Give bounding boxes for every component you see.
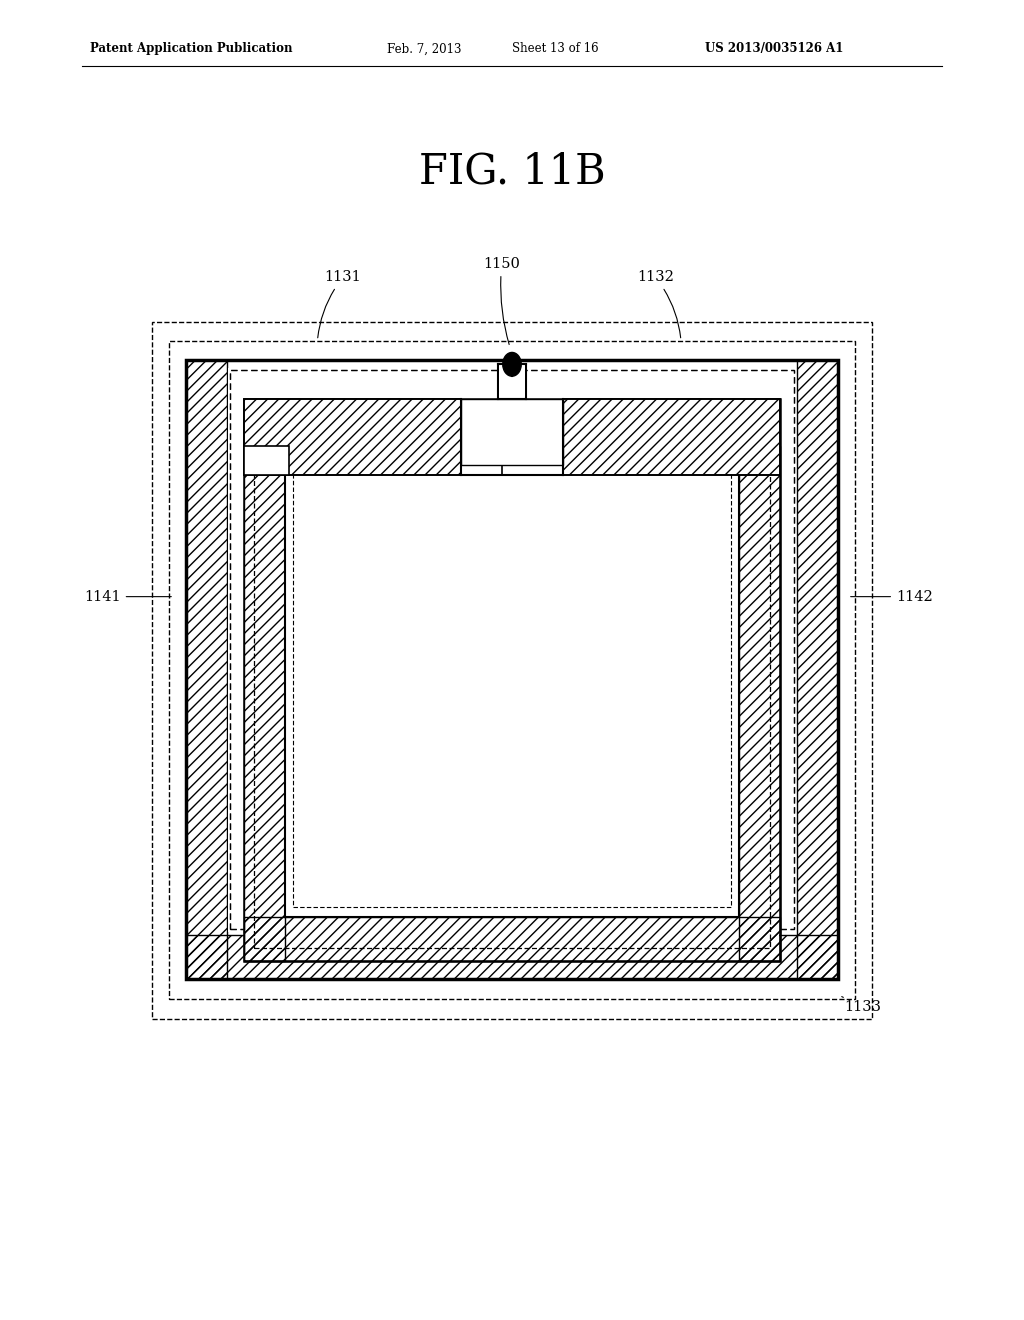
Text: 1162: 1162 — [538, 484, 580, 535]
Text: Feb. 7, 2013: Feb. 7, 2013 — [387, 42, 462, 55]
Text: 1171: 1171 — [326, 566, 372, 601]
Bar — [563, 399, 780, 475]
Text: 1181: 1181 — [399, 484, 440, 535]
Bar — [461, 399, 563, 465]
Text: 1141: 1141 — [84, 590, 171, 603]
Bar — [739, 446, 780, 961]
Bar — [461, 446, 502, 475]
Text: 1133: 1133 — [842, 997, 882, 1014]
Bar — [169, 341, 855, 999]
Text: US 2013/0035126 A1: US 2013/0035126 A1 — [705, 42, 843, 55]
Bar — [244, 399, 461, 475]
Bar — [285, 446, 739, 917]
Bar — [499, 366, 525, 397]
Text: FIG. 11B: FIG. 11B — [419, 150, 605, 193]
Bar — [244, 446, 285, 961]
Bar — [254, 409, 770, 948]
Text: 1142: 1142 — [851, 590, 933, 603]
Text: 1150: 1150 — [483, 257, 520, 345]
Bar — [186, 935, 838, 979]
Bar — [293, 455, 731, 907]
Bar — [228, 368, 796, 932]
Text: 1163: 1163 — [440, 649, 477, 680]
Bar — [245, 400, 779, 960]
Bar — [244, 446, 289, 475]
Bar — [230, 370, 794, 929]
Bar — [186, 360, 838, 979]
Bar — [244, 399, 461, 475]
Bar — [797, 360, 838, 979]
Bar — [244, 917, 780, 961]
Text: 1132: 1132 — [637, 271, 681, 338]
Circle shape — [503, 352, 521, 376]
Text: 1161: 1161 — [288, 486, 373, 535]
Bar — [152, 322, 872, 1019]
Bar — [563, 399, 780, 475]
Bar — [230, 370, 794, 929]
Text: Patent Application Publication: Patent Application Publication — [90, 42, 293, 55]
Text: 1182: 1182 — [466, 484, 503, 535]
Text: Sheet 13 of 16: Sheet 13 of 16 — [512, 42, 599, 55]
Text: 1172: 1172 — [521, 566, 568, 601]
Text: 1131: 1131 — [317, 271, 361, 338]
Bar — [186, 360, 227, 979]
Bar — [244, 399, 780, 961]
